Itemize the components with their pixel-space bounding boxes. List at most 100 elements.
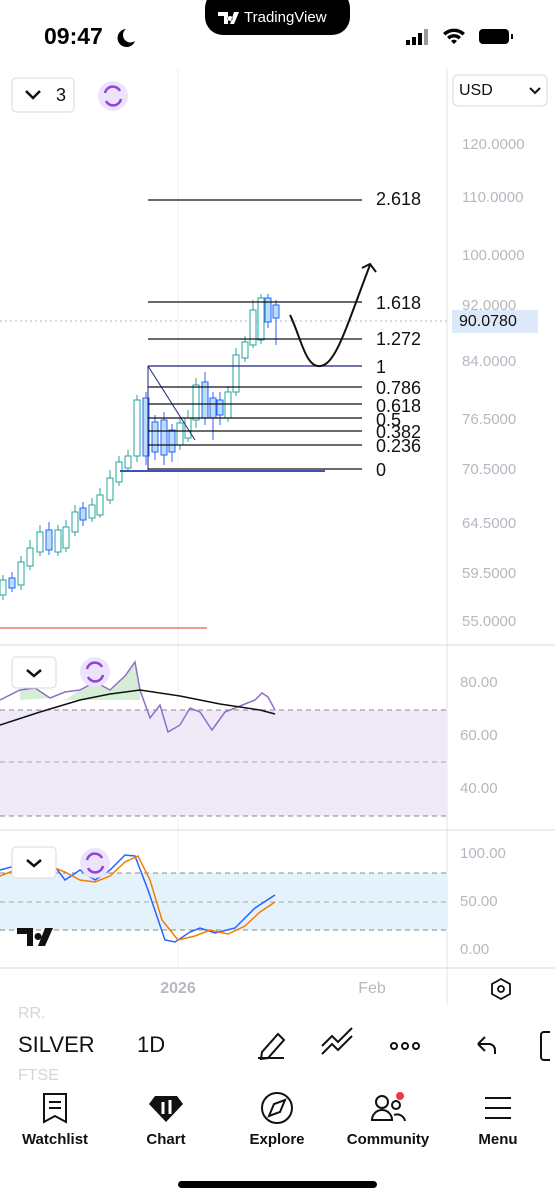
candle-body — [257, 297, 265, 341]
last-price-box — [452, 310, 538, 333]
draw-tool[interactable] — [258, 1032, 286, 1061]
ghost-symbol: RR. — [18, 1005, 46, 1022]
rsi-label: 80.00 — [460, 674, 498, 691]
fib-label: 0.382 — [376, 422, 421, 442]
stoch-axis: 100.00 50.00 0.00 — [460, 845, 506, 958]
nav-label[interactable]: Explore — [249, 1131, 304, 1148]
nav-labels: Watchlist Chart Explore Community Menu — [22, 1131, 518, 1148]
price-label: 55.0000 — [462, 613, 516, 630]
focus-icon — [117, 29, 135, 47]
ghost-symbol: FTSE — [18, 1067, 59, 1084]
candle-body — [96, 494, 104, 516]
candle-body — [216, 399, 224, 416]
app-name: TradingView — [244, 9, 327, 26]
candle-body — [272, 304, 280, 319]
fib-label: 0 — [376, 460, 386, 480]
fib-label: 0.5 — [376, 410, 401, 430]
candle-body — [232, 354, 240, 393]
candle-body — [45, 529, 53, 551]
candle-body — [209, 397, 217, 419]
time-label: 2026 — [160, 980, 196, 997]
interval-button[interactable]: 1D — [137, 1032, 165, 1057]
fib-label: 0.786 — [376, 378, 421, 398]
chart-icon-candles — [161, 1100, 172, 1114]
settings-dot — [497, 985, 505, 993]
candle-body — [142, 397, 150, 457]
candle-body — [62, 526, 70, 549]
fib-label: 0.236 — [376, 436, 421, 456]
rsi-band — [0, 710, 447, 816]
fib-label: 2.618 — [376, 189, 421, 209]
candle-body — [241, 341, 249, 359]
chevron — [25, 90, 41, 100]
candle-body — [17, 561, 25, 586]
currency-dropdown[interactable] — [452, 74, 548, 107]
tv-watermark — [17, 928, 53, 946]
stoch-label: 0.00 — [460, 941, 489, 958]
price-label: 64.5000 — [462, 515, 516, 532]
fib-label: 1.618 — [376, 293, 421, 313]
explore-needle — [267, 1098, 287, 1118]
arrow-head — [361, 262, 377, 273]
wifi-icon — [443, 28, 465, 44]
candle-body — [224, 391, 232, 419]
candle-body — [168, 429, 176, 453]
candle-body — [71, 511, 79, 533]
explore-icon[interactable] — [261, 1092, 293, 1124]
refresh-button[interactable] — [80, 848, 110, 878]
more-button[interactable] — [390, 1042, 420, 1050]
battery-icon — [479, 29, 509, 44]
price-label: 120.0000 — [462, 136, 525, 153]
menu-icon[interactable] — [485, 1097, 511, 1119]
nav-label[interactable]: Chart — [146, 1131, 185, 1148]
stoch-dropdown[interactable] — [11, 846, 57, 879]
chart-icon[interactable] — [149, 1096, 183, 1122]
price-label: 70.5000 — [462, 461, 516, 478]
symbol-button[interactable]: SILVER — [18, 1032, 95, 1057]
nav-label[interactable]: Watchlist — [22, 1131, 88, 1148]
notification-dot — [396, 1092, 404, 1100]
rsi-line — [0, 660, 276, 734]
price-label: 100.0000 — [462, 247, 525, 264]
candle-body — [124, 455, 132, 469]
signal-icon — [406, 29, 428, 45]
nav-label[interactable]: Community — [347, 1131, 430, 1148]
candle-body — [8, 577, 16, 589]
fullscreen-button[interactable] — [540, 1031, 550, 1061]
candle-body — [176, 422, 184, 446]
candle-body — [88, 504, 96, 519]
interval-dropdown[interactable] — [11, 77, 75, 113]
rsi-dropdown[interactable] — [11, 656, 57, 689]
price-label: 84.0000 — [462, 353, 516, 370]
chevron — [26, 859, 42, 868]
app-badge — [205, 0, 350, 35]
rsi-ma — [0, 689, 276, 726]
candle-body — [133, 399, 141, 457]
chevron — [529, 87, 541, 95]
tv-logo-small — [218, 12, 239, 24]
settings-button[interactable] — [491, 977, 511, 1001]
interval-count: 3 — [56, 85, 66, 105]
price-label: 76.5000 — [462, 411, 516, 428]
community-icon[interactable] — [370, 1095, 406, 1122]
candle-body — [106, 477, 114, 501]
undo-button[interactable] — [477, 1036, 496, 1054]
home-indicator — [178, 1181, 377, 1188]
fib-label: 0.618 — [376, 396, 421, 416]
candle-body — [151, 421, 159, 453]
nav-label[interactable]: Menu — [478, 1131, 517, 1148]
fib-label: 1.272 — [376, 329, 421, 349]
stoch-label: 50.00 — [460, 893, 498, 910]
candle-body — [160, 419, 168, 456]
indicators-tool[interactable] — [321, 1027, 353, 1055]
watchlist-icon[interactable] — [43, 1093, 67, 1124]
refresh-button[interactable] — [98, 81, 128, 111]
price-axis: 120.0000 110.0000 100.0000 92.0000 84.0000 76… — [462, 136, 525, 630]
candle-body — [36, 531, 44, 553]
candle-body — [249, 309, 257, 346]
refresh-button[interactable] — [80, 657, 110, 687]
